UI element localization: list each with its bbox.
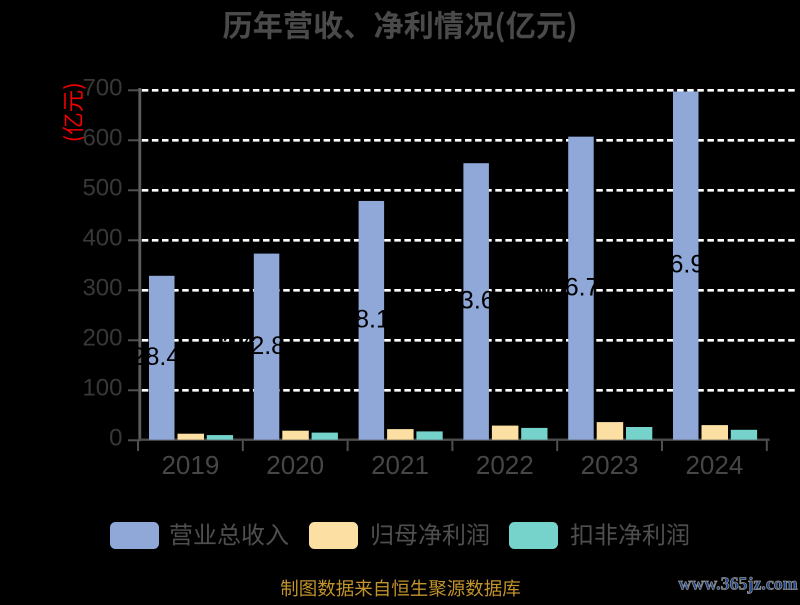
svg-text:100: 100 xyxy=(82,375,122,402)
svg-text:478.1: 478.1 xyxy=(327,305,390,333)
svg-text:2023: 2023 xyxy=(581,450,639,480)
svg-text:600: 600 xyxy=(82,125,122,152)
svg-text:2024: 2024 xyxy=(685,450,743,480)
svg-text:372.8: 372.8 xyxy=(223,332,286,360)
svg-text:300: 300 xyxy=(82,275,122,302)
svg-text:2022: 2022 xyxy=(476,450,534,480)
svg-text:606.7: 606.7 xyxy=(537,273,600,301)
svg-text:400: 400 xyxy=(82,225,122,252)
svg-text:www.365jz.com: www.365jz.com xyxy=(678,573,797,593)
svg-text:2021: 2021 xyxy=(371,450,429,480)
svg-text:553.6: 553.6 xyxy=(432,287,495,315)
svg-text:696.9: 696.9 xyxy=(642,251,705,279)
svg-text:700: 700 xyxy=(82,75,122,102)
svg-text:200: 200 xyxy=(82,325,122,352)
svg-text:2020: 2020 xyxy=(266,450,324,480)
svg-text:500: 500 xyxy=(82,175,122,202)
svg-text:328.4: 328.4 xyxy=(118,343,181,371)
svg-text:2019: 2019 xyxy=(161,450,219,480)
svg-text:0: 0 xyxy=(109,425,122,452)
